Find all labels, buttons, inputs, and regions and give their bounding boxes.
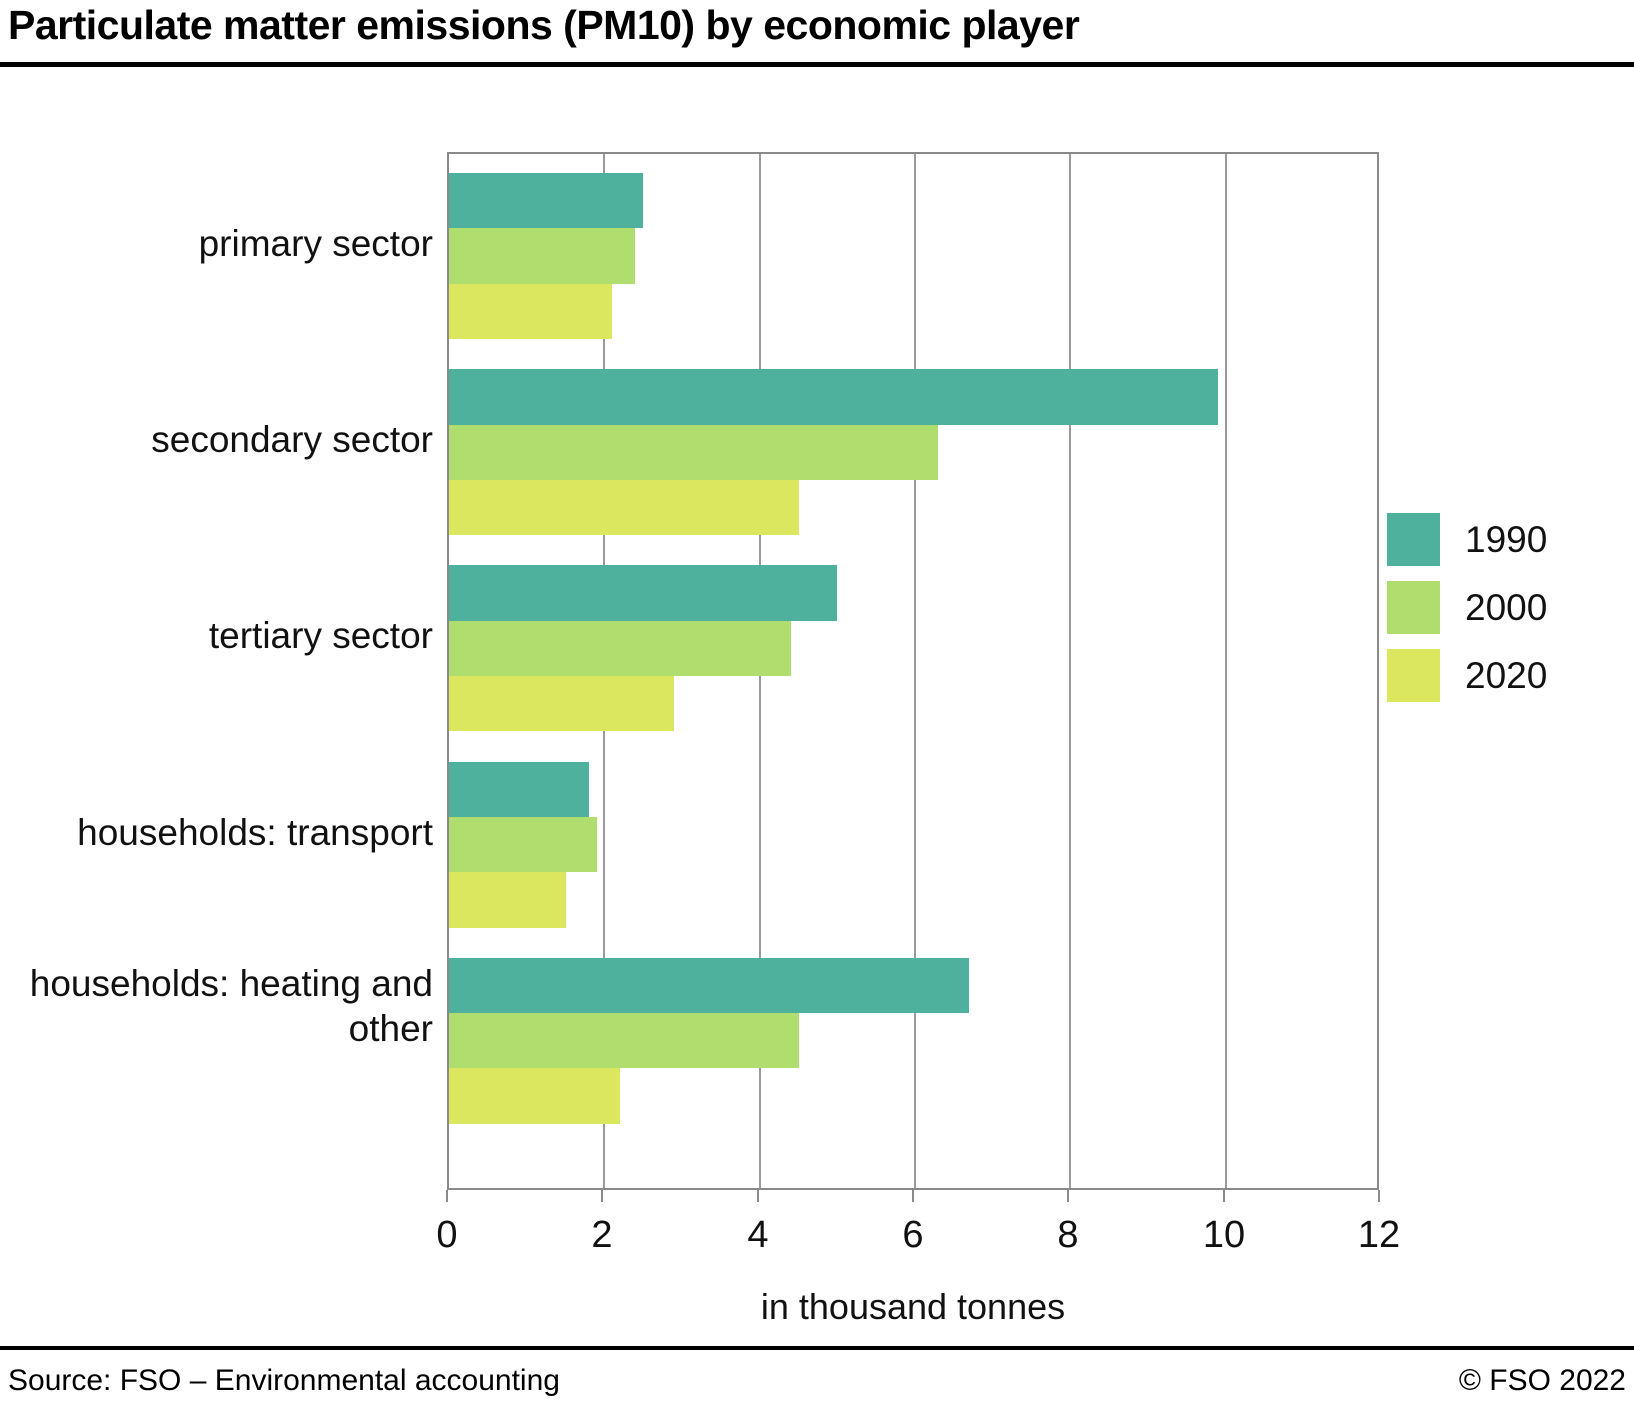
category-label-households-transport: households: transport — [77, 812, 433, 853]
x-tick-2 — [601, 1190, 603, 1202]
legend-swatch-2000 — [1387, 581, 1440, 634]
bar-2020-households-heating-and-other — [449, 1068, 620, 1124]
bar-1990-households-transport — [449, 762, 589, 817]
bar-2000-tertiary-sector — [449, 621, 791, 676]
bar-2000-secondary-sector — [449, 425, 938, 480]
bar-2020-secondary-sector — [449, 480, 799, 535]
x-tick-label-10: 10 — [1202, 1214, 1246, 1256]
x-tick-label-4: 4 — [747, 1214, 769, 1256]
x-tick-label-6: 6 — [902, 1214, 924, 1256]
category-label-households-heating-and-other: households: heating and other — [29, 963, 433, 1049]
x-tick-4 — [757, 1190, 759, 1202]
footer-divider — [0, 1346, 1634, 1350]
gridline-x-8 — [1069, 154, 1071, 1188]
plot-area — [447, 152, 1379, 1190]
bar-2000-primary-sector — [449, 228, 635, 284]
legend-item-1990: 1990 — [1387, 513, 1547, 566]
bar-1990-primary-sector — [449, 173, 643, 228]
title-divider — [0, 62, 1634, 67]
x-tick-0 — [446, 1190, 448, 1202]
bar-2000-households-heating-and-other — [449, 1013, 799, 1068]
gridline-x-6 — [914, 154, 916, 1188]
x-tick-12 — [1378, 1190, 1380, 1202]
bar-1990-tertiary-sector — [449, 565, 837, 621]
gridline-x-10 — [1225, 154, 1227, 1188]
legend-label-2020: 2020 — [1465, 654, 1548, 696]
x-axis-title: in thousand tonnes — [760, 1286, 1066, 1327]
bar-2000-households-transport — [449, 817, 597, 872]
category-label-tertiary-sector: tertiary sector — [208, 615, 433, 656]
bar-1990-secondary-sector — [449, 369, 1218, 425]
legend-label-2000: 2000 — [1465, 586, 1548, 628]
legend-item-2020: 2020 — [1387, 649, 1547, 702]
x-tick-label-8: 8 — [1057, 1214, 1079, 1256]
x-tick-8 — [1067, 1190, 1069, 1202]
legend-item-2000: 2000 — [1387, 581, 1547, 634]
x-tick-label-0: 0 — [436, 1214, 458, 1256]
legend: 1990 2000 2020 — [1387, 513, 1547, 717]
copyright-text: © FSO 2022 — [1458, 1364, 1626, 1397]
x-tick-label-12: 12 — [1357, 1214, 1401, 1256]
bar-2020-tertiary-sector — [449, 676, 674, 731]
category-label-secondary-sector: secondary sector — [151, 419, 433, 460]
x-tick-10 — [1223, 1190, 1225, 1202]
bar-2020-households-transport — [449, 872, 566, 928]
category-label-primary-sector: primary sector — [198, 223, 433, 264]
page-title: Particulate matter emissions (PM10) by e… — [8, 2, 1080, 48]
bar-1990-households-heating-and-other — [449, 958, 969, 1013]
x-tick-label-2: 2 — [591, 1214, 613, 1256]
legend-swatch-1990 — [1387, 513, 1440, 566]
x-tick-6 — [912, 1190, 914, 1202]
bar-2020-primary-sector — [449, 284, 612, 339]
source-text: Source: FSO – Environmental accounting — [8, 1364, 560, 1397]
legend-label-1990: 1990 — [1465, 518, 1548, 560]
legend-swatch-2020 — [1387, 649, 1440, 702]
